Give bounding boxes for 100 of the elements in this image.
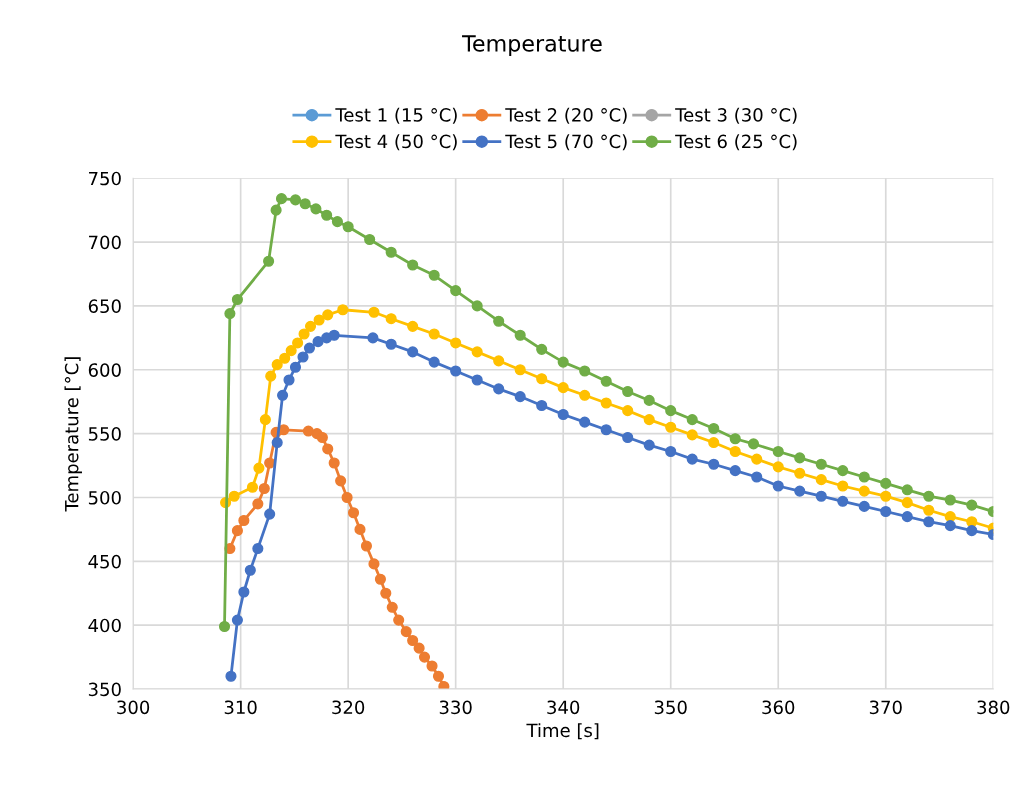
point — [271, 437, 283, 449]
point — [259, 414, 271, 426]
point — [794, 485, 806, 497]
point — [880, 477, 892, 489]
point — [622, 431, 634, 444]
y-tick-label: 750 — [89, 171, 121, 186]
y-tick-label: 700 — [89, 235, 121, 250]
point — [708, 458, 720, 470]
point — [367, 332, 379, 344]
point — [772, 480, 784, 492]
point — [729, 465, 741, 477]
point — [368, 558, 380, 570]
point — [438, 680, 450, 690]
point — [837, 495, 849, 507]
point — [231, 614, 243, 626]
point — [708, 437, 720, 449]
y-tick-label: 400 — [88, 618, 121, 633]
point — [231, 293, 243, 306]
point — [622, 405, 634, 417]
x-tick-label: 320 — [332, 700, 365, 715]
point — [304, 320, 317, 332]
point — [385, 338, 397, 350]
point — [643, 439, 655, 451]
point — [536, 343, 548, 355]
x-tick-label: 350 — [654, 700, 687, 715]
point — [858, 500, 870, 512]
point — [341, 491, 353, 504]
point — [536, 399, 548, 412]
point — [772, 461, 784, 473]
point — [901, 484, 913, 496]
y-tick-label: 600 — [88, 363, 121, 377]
point — [413, 642, 425, 654]
point — [238, 514, 250, 527]
point — [450, 285, 462, 297]
point — [772, 445, 784, 458]
point — [600, 397, 612, 409]
point — [364, 233, 376, 246]
point — [729, 433, 741, 445]
point — [923, 490, 935, 502]
point — [302, 425, 314, 437]
point — [428, 269, 440, 281]
point — [407, 320, 419, 332]
point — [292, 337, 304, 349]
point — [400, 626, 412, 638]
point — [966, 525, 978, 537]
point — [944, 494, 956, 506]
point — [837, 465, 849, 477]
point — [622, 385, 634, 398]
point — [493, 355, 505, 367]
point — [837, 480, 849, 492]
point — [514, 364, 526, 376]
point — [880, 505, 892, 518]
legend-label: Test 1 (15 °C) — [335, 107, 457, 124]
point — [428, 356, 440, 368]
x-tick-label: 340 — [547, 700, 580, 715]
point — [686, 414, 698, 426]
point — [665, 421, 677, 433]
point — [386, 601, 398, 613]
point — [579, 365, 591, 377]
point — [794, 467, 806, 479]
point — [385, 246, 397, 258]
point — [471, 300, 483, 312]
point — [880, 490, 892, 502]
point — [258, 482, 270, 495]
point — [751, 471, 763, 483]
point — [643, 394, 655, 406]
y-tick-label: 550 — [88, 427, 121, 441]
point — [252, 543, 264, 555]
point — [224, 308, 236, 320]
y-tick-label: 650 — [88, 299, 121, 314]
point — [252, 498, 264, 510]
point — [312, 336, 324, 348]
point — [665, 405, 677, 417]
point — [321, 209, 333, 221]
point — [514, 329, 526, 341]
point — [337, 304, 349, 316]
point — [277, 389, 289, 401]
point — [218, 620, 231, 633]
point — [225, 670, 237, 682]
point — [228, 490, 240, 502]
y-tick-label: 500 — [88, 490, 121, 505]
point — [923, 504, 935, 516]
point — [331, 216, 343, 228]
point — [966, 499, 978, 511]
point — [600, 375, 612, 387]
point — [313, 314, 325, 326]
point — [360, 540, 372, 552]
x-tick-label: 300 — [117, 700, 150, 715]
point — [493, 383, 505, 395]
point — [901, 511, 913, 523]
point — [643, 414, 655, 426]
point — [450, 337, 462, 349]
legend-label: Test 6 (25 °C) — [675, 134, 797, 151]
point — [303, 342, 316, 354]
point — [747, 438, 760, 450]
x-tick-label: 360 — [762, 700, 795, 715]
point — [299, 198, 311, 210]
point — [328, 329, 340, 341]
point — [665, 445, 677, 458]
legend-label: Test 3 (30 °C) — [675, 107, 797, 124]
